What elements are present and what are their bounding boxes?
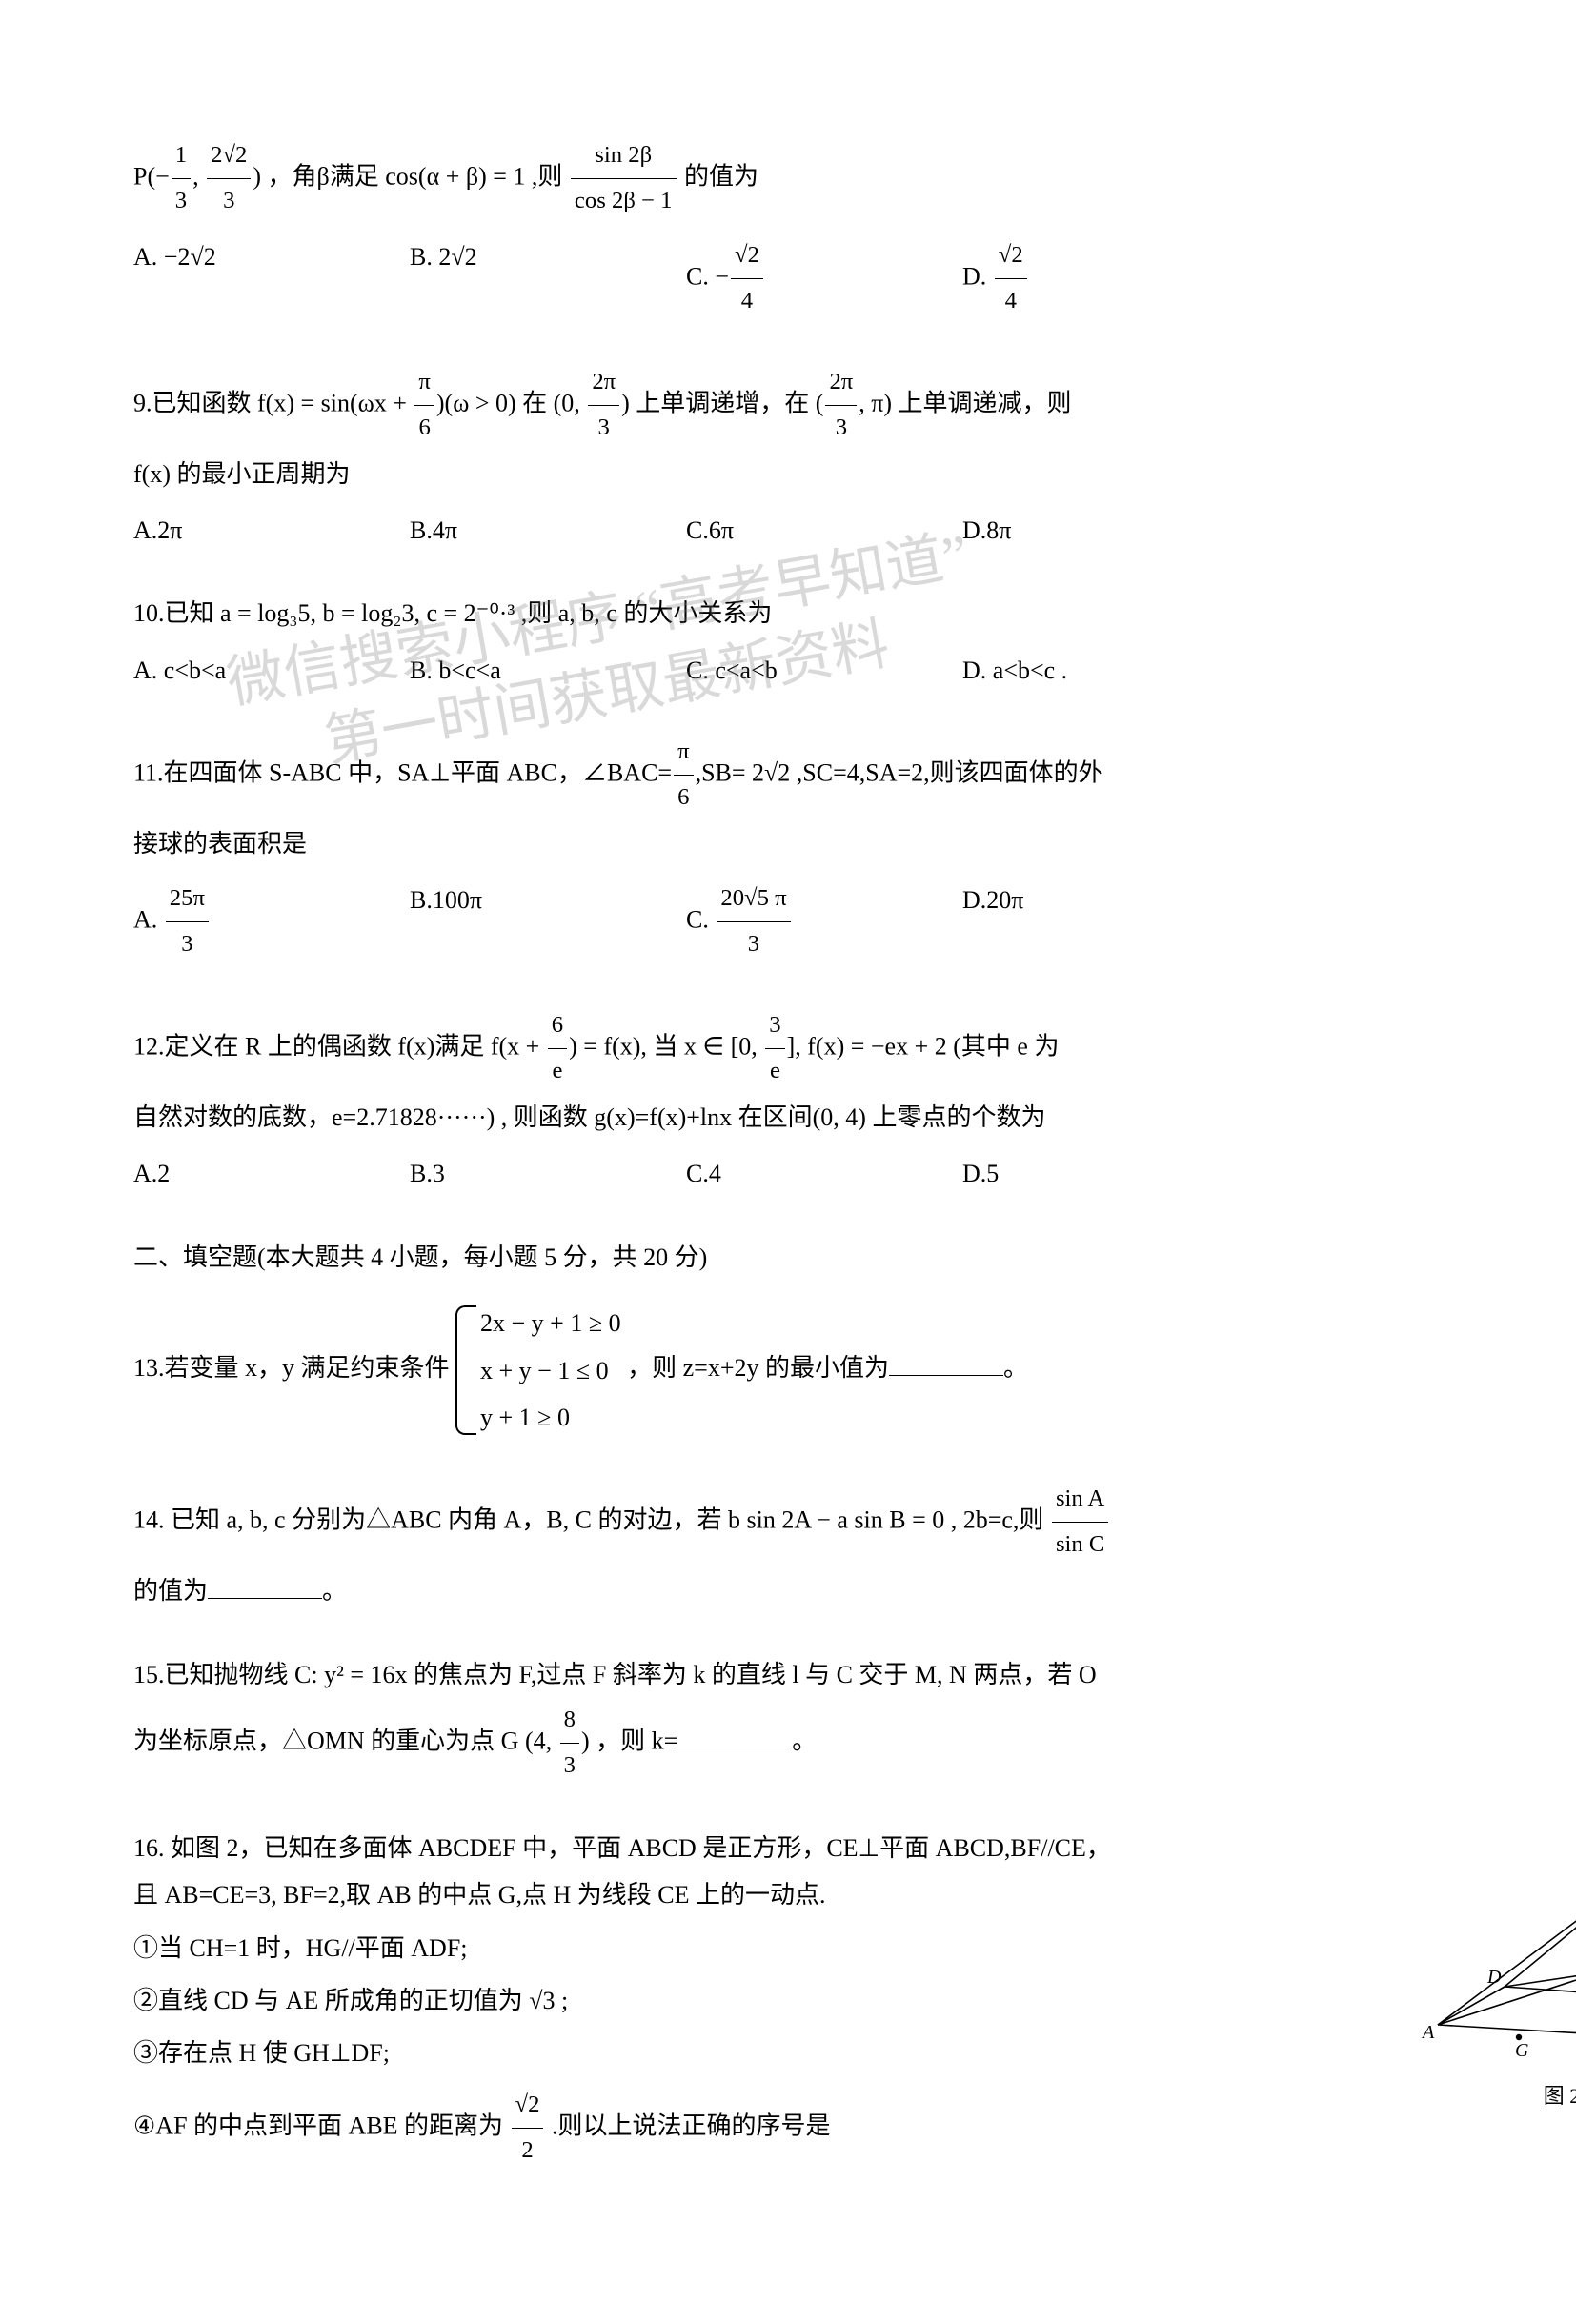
q8-options: A. −2√2 B. 2√2 C. −√24 D. √24 bbox=[133, 233, 1576, 324]
section-2-title: 二、填空题(本大题共 4 小题，每小题 5 分，共 20 分) bbox=[133, 1234, 1576, 1281]
q16-line2: 且 AB=CE=3, BF=2,取 AB 的中点 G,点 H 为线段 CE 上的… bbox=[133, 1871, 1576, 1918]
q9-stem-line2: f(x) 的最小正周期为 bbox=[133, 451, 1576, 497]
q16-statement-2: ②直线 CD 与 AE 所成角的正切值为 √3 ; bbox=[133, 1977, 1576, 2024]
q15-line1: 15.已知抛物线 C: y² = 16x 的焦点为 F,过点 F 斜率为 k 的… bbox=[133, 1651, 1576, 1698]
answer-blank bbox=[208, 1571, 322, 1600]
q10-stem: 10.已知 a = log₃5, b = log₂3, c = 2⁻⁰·³ ,则… bbox=[133, 590, 1576, 637]
figure-2: ABCDEFGH 图 2 bbox=[1414, 1825, 1576, 2116]
q11-options: A. 25π3 B.100π C. 20√5 π3 D.20π bbox=[133, 877, 1576, 967]
q11-stem-line2: 接球的表面积是 bbox=[133, 820, 1576, 867]
q12-stem-line1: 12.定义在 R 上的偶函数 f(x)满足 f(x + 6e) = f(x), … bbox=[133, 1003, 1576, 1094]
q9-option-d: D.8π bbox=[962, 507, 1124, 554]
constraint-row-1: 2x − y + 1 ≥ 0 bbox=[480, 1309, 621, 1337]
constraint-row-3: y + 1 ≥ 0 bbox=[480, 1404, 570, 1431]
q12-stem-line2: 自然对数的底数，e=2.71828······) , 则函数 g(x)=f(x)… bbox=[133, 1094, 1576, 1141]
q9-options: A.2π B.4π C.6π D.8π bbox=[133, 507, 1576, 554]
q12-options: A.2 B.3 C.4 D.5 bbox=[133, 1150, 1576, 1197]
answer-blank bbox=[889, 1348, 1003, 1377]
q16-statement-1: ①当 CH=1 时，HG//平面 ADF; bbox=[133, 1925, 1576, 1971]
question-13: 13.若变量 x，y 满足约束条件 2x − y + 1 ≥ 0 x + y −… bbox=[133, 1300, 1576, 1441]
figure-2-svg: ABCDEFGH bbox=[1419, 1825, 1576, 2072]
q12-option-b: B.3 bbox=[410, 1150, 572, 1197]
q11-option-b: B.100π bbox=[410, 877, 572, 967]
constraint-system: 2x − y + 1 ≥ 0 x + y − 1 ≤ 0 y + 1 ≥ 0 bbox=[455, 1300, 621, 1441]
question-15: 15.已知抛物线 C: y² = 16x 的焦点为 F,过点 F 斜率为 k 的… bbox=[133, 1651, 1576, 1788]
q8-stem: P(−13, 2√23) ，角β满足 cos(α + β) = 1 ,则 sin… bbox=[133, 133, 1576, 224]
q8-option-a: A. −2√2 bbox=[133, 233, 295, 324]
question-16: ABCDEFGH 图 2 16. 如图 2，已知在多面体 ABCDEF 中，平面… bbox=[133, 1825, 1576, 2173]
q16-statement-4: ④AF 的中点到平面 ABE 的距离为 √22 .则以上说法正确的序号是 bbox=[133, 2083, 1576, 2173]
q11-option-d: D.20π bbox=[962, 877, 1124, 967]
question-14: 14. 已知 a, b, c 分别为△ABC 内角 A，B, C 的对边，若 b… bbox=[133, 1477, 1576, 1614]
answer-blank bbox=[677, 1721, 792, 1749]
q8-option-d: D. √24 bbox=[962, 233, 1124, 324]
q10-options: A. c<b<a B. b<c<a C. c<a<b D. a<b<c . bbox=[133, 647, 1576, 694]
q9-option-a: A.2π bbox=[133, 507, 295, 554]
q11-option-a: A. 25π3 bbox=[133, 877, 295, 967]
q8-option-c: C. −√24 bbox=[686, 233, 848, 324]
q11-stem-line1: 11.在四面体 S-ABC 中，SA⊥平面 ABC，∠BAC=π6,SB= 2√… bbox=[133, 730, 1576, 820]
q9-option-c: C.6π bbox=[686, 507, 848, 554]
q16-line1: 16. 如图 2，已知在多面体 ABCDEF 中，平面 ABCD 是正方形，CE… bbox=[133, 1825, 1576, 1871]
constraint-row-2: x + y − 1 ≤ 0 bbox=[480, 1357, 609, 1384]
figure-2-caption: 图 2 bbox=[1414, 2076, 1576, 2116]
q9-option-b: B.4π bbox=[410, 507, 572, 554]
svg-text:A: A bbox=[1421, 2022, 1435, 2043]
svg-text:D: D bbox=[1486, 1967, 1502, 1988]
question-9: 9.已知函数 f(x) = sin(ωx + π6)(ω > 0) 在 (0, … bbox=[133, 360, 1576, 555]
q10-option-c: C. c<a<b bbox=[686, 647, 848, 694]
q14-line1: 14. 已知 a, b, c 分别为△ABC 内角 A，B, C 的对边，若 b… bbox=[133, 1477, 1576, 1567]
q15-line2: 为坐标原点，△OMN 的重心为点 G (4, 83) ，则 k=。 bbox=[133, 1698, 1576, 1788]
q12-option-c: C.4 bbox=[686, 1150, 848, 1197]
q10-option-a: A. c<b<a bbox=[133, 647, 295, 694]
q12-option-a: A.2 bbox=[133, 1150, 295, 1197]
q10-option-b: B. b<c<a bbox=[410, 647, 572, 694]
q16-statement-3: ③存在点 H 使 GH⊥DF; bbox=[133, 2030, 1576, 2076]
svg-text:G: G bbox=[1515, 2040, 1529, 2061]
question-11: 11.在四面体 S-ABC 中，SA⊥平面 ABC，∠BAC=π6,SB= 2√… bbox=[133, 730, 1576, 967]
q12-option-d: D.5 bbox=[962, 1150, 1124, 1197]
q11-option-c: C. 20√5 π3 bbox=[686, 877, 848, 967]
question-8-continued: P(−13, 2√23) ，角β满足 cos(α + β) = 1 ,则 sin… bbox=[133, 133, 1576, 324]
q8-option-b: B. 2√2 bbox=[410, 233, 572, 324]
q14-line2: 的值为。 bbox=[133, 1567, 1576, 1614]
q10-option-d: D. a<b<c . bbox=[962, 647, 1124, 694]
question-10: 10.已知 a = log₃5, b = log₂3, c = 2⁻⁰·³ ,则… bbox=[133, 590, 1576, 694]
question-12: 12.定义在 R 上的偶函数 f(x)满足 f(x + 6e) = f(x), … bbox=[133, 1003, 1576, 1198]
q9-stem-line1: 9.已知函数 f(x) = sin(ωx + π6)(ω > 0) 在 (0, … bbox=[133, 360, 1576, 451]
